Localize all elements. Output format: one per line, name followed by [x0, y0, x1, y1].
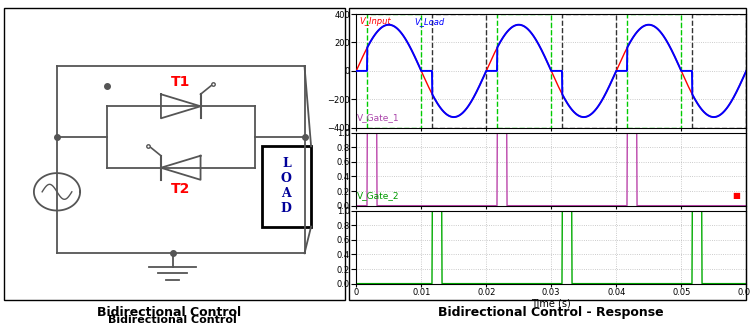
Text: V_Load: V_Load: [415, 17, 445, 26]
Bar: [367, 14, 422, 128]
Text: T2: T2: [171, 182, 190, 196]
Bar: [627, 14, 681, 128]
Text: V_Gate_1: V_Gate_1: [357, 113, 400, 122]
Text: Bidirectional Control: Bidirectional Control: [108, 315, 237, 325]
Text: L
O
A
D: L O A D: [281, 157, 292, 215]
Bar: [692, 14, 746, 128]
Bar: [262, 146, 311, 227]
Text: T1: T1: [171, 75, 190, 89]
Bar: [432, 14, 486, 128]
Text: Bidirectional Control - Response: Bidirectional Control - Response: [439, 306, 664, 319]
Text: V_Input: V_Input: [359, 17, 392, 26]
Text: Control at Both the Half Cycles: Control at Both the Half Cycles: [460, 142, 642, 153]
X-axis label: Time (s): Time (s): [531, 298, 572, 308]
Text: Bidirectional Control: Bidirectional Control: [97, 306, 241, 319]
Text: ■: ■: [733, 191, 740, 200]
Text: V_Gate_2: V_Gate_2: [357, 191, 400, 200]
Bar: [562, 14, 616, 128]
Bar: [497, 14, 551, 128]
